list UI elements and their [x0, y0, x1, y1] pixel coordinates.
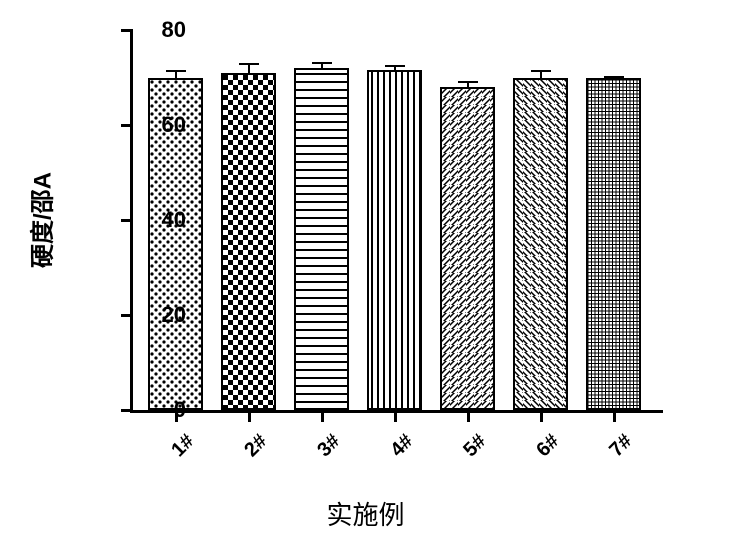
x-tick-label: 5# [446, 430, 491, 475]
bar [367, 70, 422, 410]
y-axis-label: 硬度/邵A [23, 172, 58, 268]
error-bar-cap [385, 65, 405, 67]
y-tick-label: 80 [126, 17, 186, 43]
y-tick-label: 60 [126, 112, 186, 138]
y-tick-label: 20 [126, 302, 186, 328]
bar [294, 68, 349, 410]
x-tick-label: 3# [300, 430, 345, 475]
error-bar-cap [531, 70, 551, 72]
plot-area [130, 30, 663, 413]
error-bar-cap [166, 70, 186, 72]
x-axis-label: 实施例 [0, 495, 731, 532]
error-bar-cap [312, 62, 332, 64]
x-tick [613, 410, 616, 422]
bar [221, 73, 276, 410]
hardness-bar-chart: 硬度/邵A 实施例 0 20 40 60 80 1# 2# 3# 4# 5# 6# 7# [0, 0, 731, 550]
y-tick-label: 0 [126, 397, 186, 423]
x-tick [467, 410, 470, 422]
x-tick-label: 2# [227, 430, 272, 475]
x-tick [248, 410, 251, 422]
error-bar-cap [458, 81, 478, 83]
y-tick-label: 40 [126, 207, 186, 233]
bar [586, 78, 641, 411]
x-tick-label: 4# [373, 430, 418, 475]
bar [513, 78, 568, 411]
bar [440, 87, 495, 410]
x-tick-label: 6# [519, 430, 564, 475]
x-tick [394, 410, 397, 422]
x-tick [540, 410, 543, 422]
x-tick [321, 410, 324, 422]
x-tick-label: 7# [592, 430, 637, 475]
x-tick-label: 1# [154, 430, 199, 475]
error-bar-cap [239, 63, 259, 65]
error-bar-cap [604, 76, 624, 78]
